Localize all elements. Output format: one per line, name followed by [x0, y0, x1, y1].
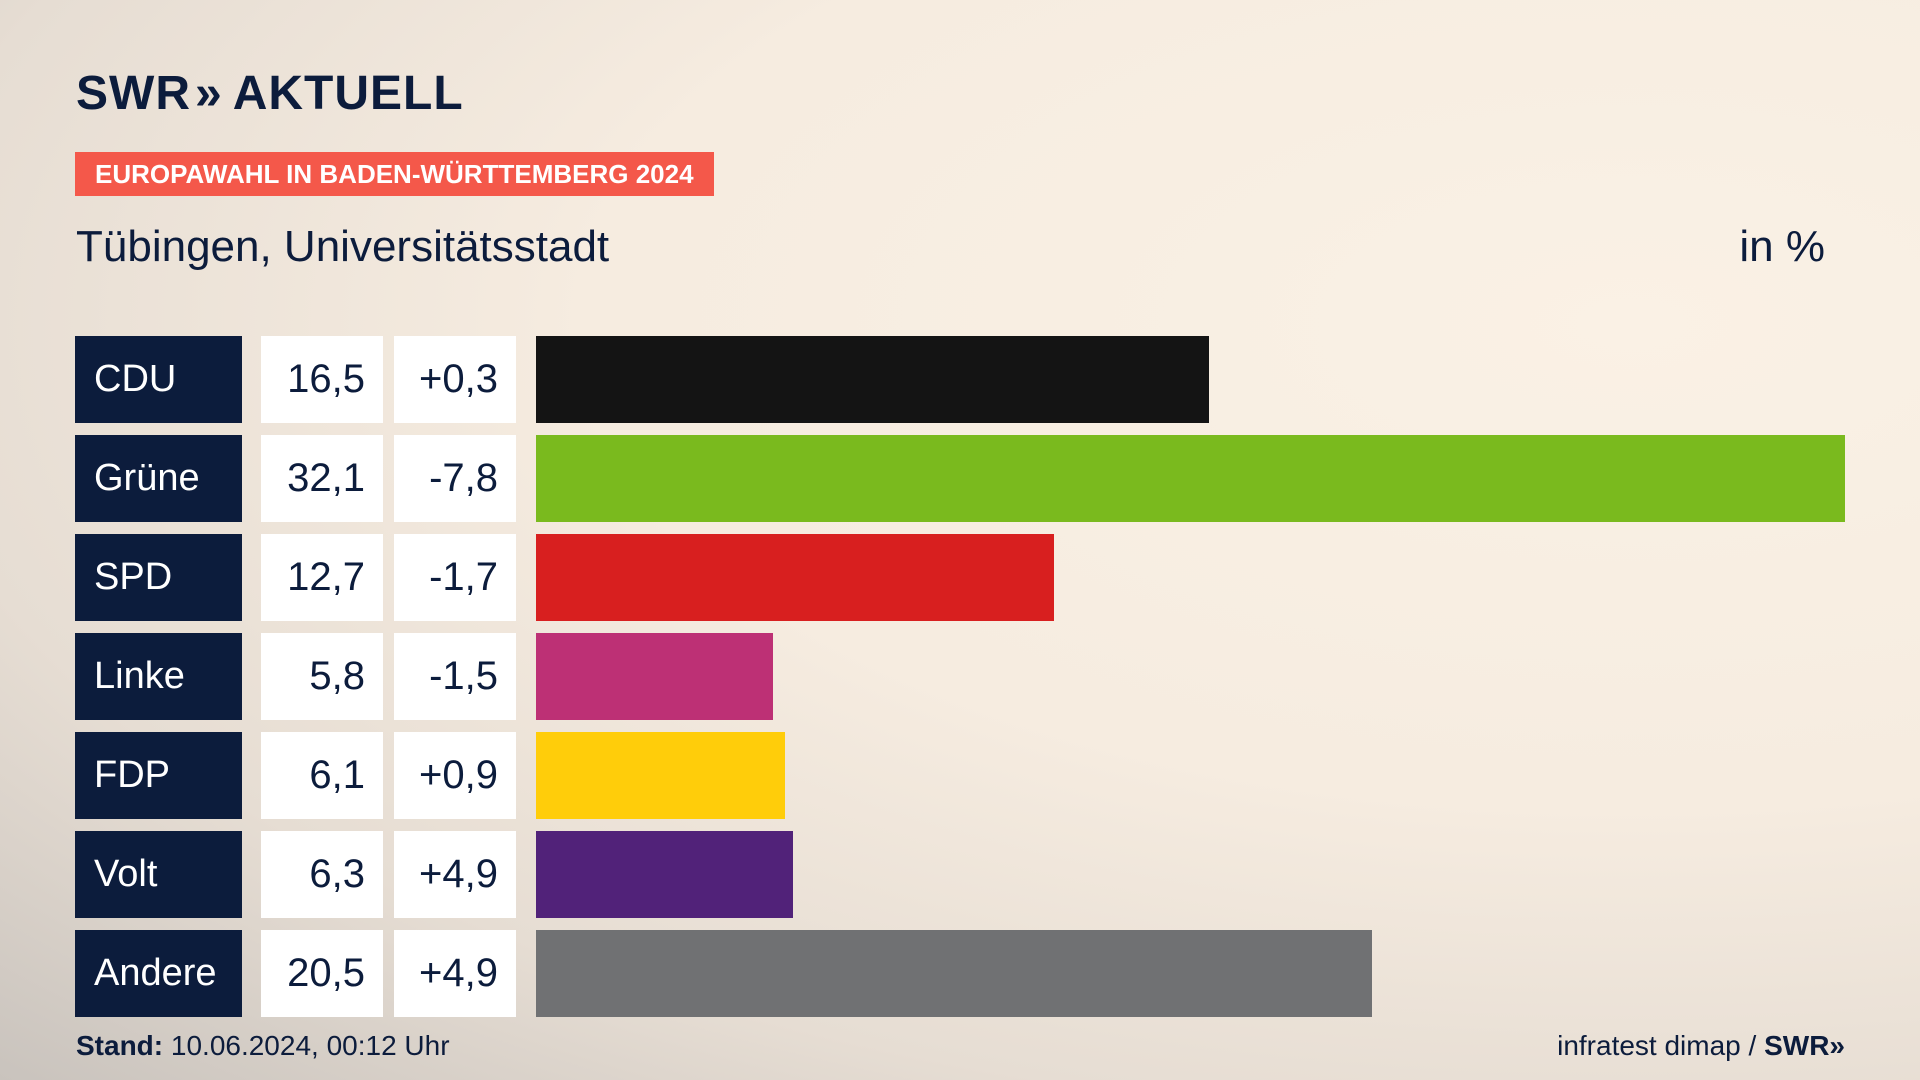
vote-share-value: 6,1 [261, 732, 383, 819]
vote-share-value: 12,7 [261, 534, 383, 621]
vote-change-value: +4,9 [394, 831, 516, 918]
party-label: CDU [75, 336, 242, 423]
vote-change-value: +0,9 [394, 732, 516, 819]
party-label: SPD [75, 534, 242, 621]
stand-info: Stand: 10.06.2024, 00:12 Uhr [76, 1030, 450, 1062]
logo-chevron-icon: » [194, 67, 223, 120]
swr-aktuell-logo: SWR» AKTUELL [76, 66, 464, 121]
result-row: Andere 20,5 +4,9 [75, 930, 1845, 1017]
vote-change-value: +4,9 [394, 930, 516, 1017]
party-label: FDP [75, 732, 242, 819]
election-tag: EUROPAWAHL IN BADEN-WÜRTTEMBERG 2024 [75, 152, 714, 196]
stand-label: Stand: [76, 1030, 164, 1061]
vote-change-value: -1,7 [394, 534, 516, 621]
logo-swr-text: SWR [76, 67, 191, 120]
vote-share-value: 32,1 [261, 435, 383, 522]
result-row: SPD 12,7 -1,7 [75, 534, 1845, 621]
result-bar [536, 831, 793, 918]
source-swr-logo: SWR» [1764, 1030, 1845, 1061]
party-label: Volt [75, 831, 242, 918]
vote-share-value: 20,5 [261, 930, 383, 1017]
stand-value: 10.06.2024, 00:12 Uhr [170, 1030, 450, 1061]
result-bar [536, 435, 1845, 522]
result-row: CDU 16,5 +0,3 [75, 336, 1845, 423]
vote-share-value: 16,5 [261, 336, 383, 423]
result-row: Linke 5,8 -1,5 [75, 633, 1845, 720]
chart-title: Tübingen, Universitätsstadt [76, 222, 610, 271]
logo-aktuell-text: AKTUELL [232, 67, 464, 120]
party-label: Andere [75, 930, 242, 1017]
result-row: FDP 6,1 +0,9 [75, 732, 1845, 819]
result-bar [536, 336, 1209, 423]
result-bar [536, 732, 785, 819]
party-label: Linke [75, 633, 242, 720]
vote-change-value: -7,8 [394, 435, 516, 522]
result-bar [536, 930, 1372, 1017]
unit-label: in % [1739, 222, 1825, 271]
result-row: Volt 6,3 +4,9 [75, 831, 1845, 918]
source-text: infratest dimap / [1557, 1030, 1757, 1061]
result-bar [536, 534, 1054, 621]
party-label: Grüne [75, 435, 242, 522]
vote-change-value: -1,5 [394, 633, 516, 720]
vote-share-value: 6,3 [261, 831, 383, 918]
result-bar [536, 633, 773, 720]
vote-change-value: +0,3 [394, 336, 516, 423]
source-credit: infratest dimap / SWR» [1557, 1030, 1845, 1062]
vote-share-value: 5,8 [261, 633, 383, 720]
bar-chart: CDU 16,5 +0,3 Grüne 32,1 -7,8 SPD 12,7 -1,7 Linke… [75, 336, 1845, 1017]
result-row: Grüne 32,1 -7,8 [75, 435, 1845, 522]
